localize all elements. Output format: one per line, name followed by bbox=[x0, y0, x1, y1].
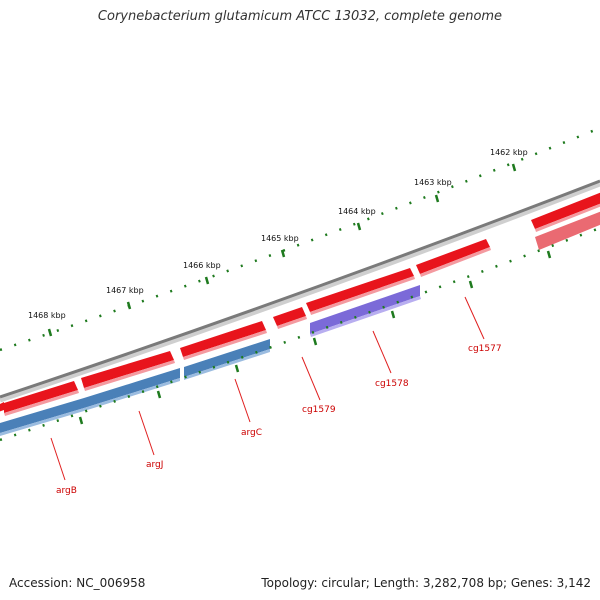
scale-label-1462: 1462 kbp bbox=[490, 148, 528, 157]
gene-labels: argB argJ argC cg1579 cg1578 cg1577 bbox=[56, 344, 502, 496]
topology-text: Topology: circular; Length: 3,282,708 bp… bbox=[261, 576, 591, 590]
gene-label-leaders bbox=[50, 296, 485, 481]
gene-forward-8[interactable] bbox=[531, 192, 600, 232]
forward-genes bbox=[0, 192, 600, 416]
scale-labels: 1468 kbp 1467 kbp 1466 kbp 1465 kbp 1464… bbox=[28, 148, 528, 320]
gene-label-argB: argB bbox=[56, 486, 77, 496]
gene-forward-6[interactable] bbox=[306, 268, 415, 315]
scale-label-1465: 1465 kbp bbox=[261, 234, 299, 243]
scale-label-1463: 1463 kbp bbox=[414, 178, 452, 187]
scale-label-1468: 1468 kbp bbox=[28, 311, 66, 320]
gene-forward-1[interactable] bbox=[0, 402, 4, 412]
genome-backbone bbox=[0, 179, 600, 399]
gene-forward-4[interactable] bbox=[180, 321, 267, 360]
gene-argC[interactable] bbox=[184, 339, 270, 380]
gene-forward-5[interactable] bbox=[273, 307, 307, 329]
gene-label-cg1577: cg1577 bbox=[468, 344, 502, 354]
gene-label-argC: argC bbox=[241, 428, 262, 438]
gene-forward-2[interactable] bbox=[4, 381, 79, 416]
map-title: Corynebacterium glutamicum ATCC 13032, c… bbox=[97, 9, 503, 24]
gene-label-cg1579: cg1579 bbox=[302, 405, 336, 415]
gene-label-argJ: argJ bbox=[146, 460, 163, 470]
genome-backbone-shadow bbox=[0, 181, 600, 403]
accession-text: Accession: NC_006958 bbox=[9, 576, 146, 590]
gene-forward-3[interactable] bbox=[81, 351, 175, 391]
inner-scale-major-ticks bbox=[78, 250, 552, 425]
scale-label-1467: 1467 kbp bbox=[106, 286, 144, 295]
scale-label-1466: 1466 kbp bbox=[183, 261, 221, 270]
gene-label-cg1578: cg1578 bbox=[375, 379, 409, 389]
gene-argB[interactable] bbox=[0, 398, 84, 436]
gene-cg1578[interactable] bbox=[310, 285, 421, 337]
gene-forward-9[interactable] bbox=[535, 211, 600, 250]
outer-scale-major-ticks bbox=[47, 163, 517, 337]
reverse-genes bbox=[0, 285, 421, 436]
scale-label-1464: 1464 kbp bbox=[338, 207, 376, 216]
gene-forward-7[interactable] bbox=[416, 239, 491, 277]
